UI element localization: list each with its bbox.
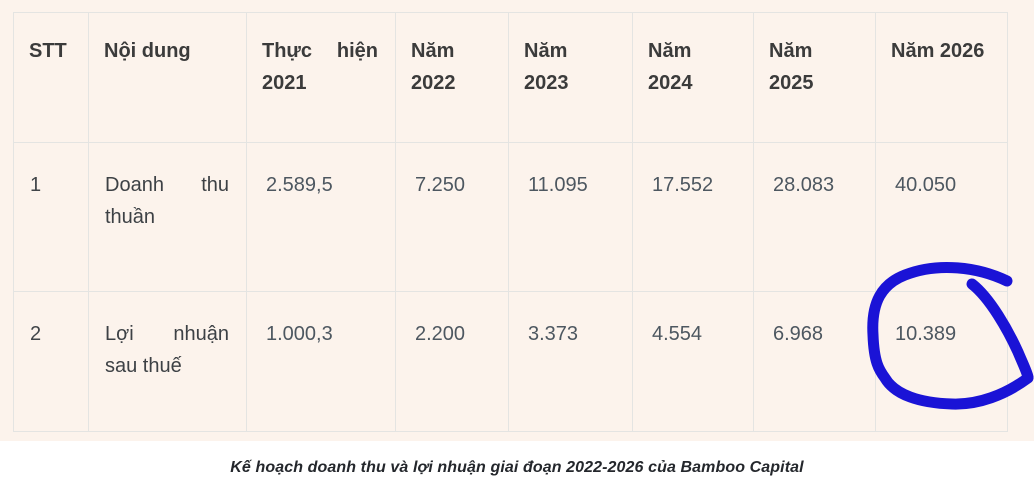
cell-value-2023: 11.095 <box>508 142 633 292</box>
col-header-nam-2024: Năm 2024 <box>632 12 754 143</box>
col-header-nam-2023: Năm 2023 <box>508 12 633 143</box>
cell-row-label: Doanh thu thuần <box>88 142 247 292</box>
col-header-stt: STT <box>13 12 89 143</box>
cell-value-2025: 6.968 <box>753 291 876 432</box>
col-header-thuc-hien-2021: Thực hiện 2021 <box>246 12 396 143</box>
cell-value-2021: 1.000,3 <box>246 291 396 432</box>
cell-row-label: Lợi nhuận sau thuế <box>88 291 247 432</box>
cell-value-2024: 4.554 <box>632 291 754 432</box>
cell-value-2024: 17.552 <box>632 142 754 292</box>
cell-value-2021: 2.589,5 <box>246 142 396 292</box>
table-row-revenue: 1 Doanh thu thuần 2.589,5 7.250 11.095 1… <box>13 142 1008 292</box>
cell-value-2023: 3.373 <box>508 291 633 432</box>
cell-value-2022: 7.250 <box>395 142 509 292</box>
table-panel-background: STT Nội dung Thực hiện 2021 Năm 2022 Năm… <box>0 0 1034 441</box>
col-header-nam-2022: Năm 2022 <box>395 12 509 143</box>
cell-stt: 1 <box>13 142 89 292</box>
col-header-nam-2025: Năm 2025 <box>753 12 876 143</box>
cell-value-2026: 40.050 <box>875 142 1008 292</box>
table-row-profit: 2 Lợi nhuận sau thuế 1.000,3 2.200 3.373… <box>13 291 1008 432</box>
col-header-nam-2026: Năm 2026 <box>875 12 1008 143</box>
cell-stt: 2 <box>13 291 89 432</box>
cell-value-2026-highlighted: 10.389 <box>875 291 1008 432</box>
financial-plan-table: STT Nội dung Thực hiện 2021 Năm 2022 Năm… <box>13 12 1008 432</box>
col-header-noi-dung: Nội dung <box>88 12 247 143</box>
table-caption: Kế hoạch doanh thu và lợi nhuận giai đoạ… <box>230 459 804 476</box>
cell-value-2025: 28.083 <box>753 142 876 292</box>
table-header-row: STT Nội dung Thực hiện 2021 Năm 2022 Năm… <box>13 12 1008 143</box>
cell-value-2022: 2.200 <box>395 291 509 432</box>
